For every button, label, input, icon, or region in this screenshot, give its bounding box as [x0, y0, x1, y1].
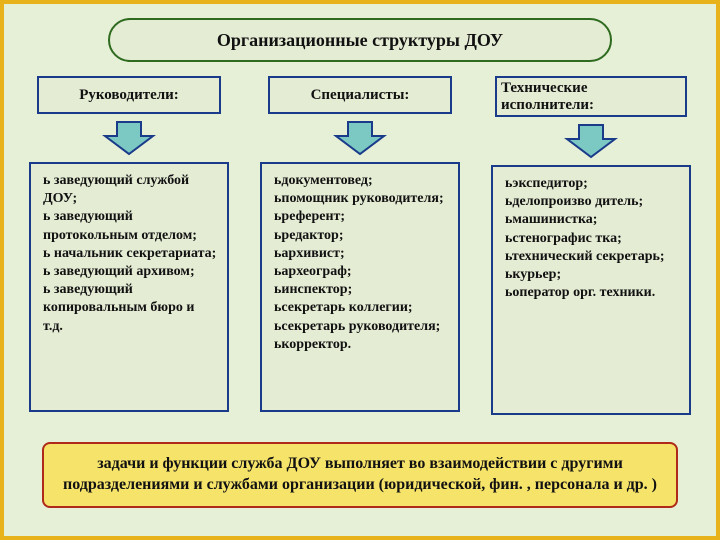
page: Организационные структуры ДОУ Руководите… — [0, 0, 720, 540]
list-item: ьдокументовед; — [274, 172, 448, 190]
list-item: ькурьер; — [505, 266, 679, 284]
list-item: ьархеограф; — [274, 263, 448, 281]
columns-container: Руководители: ь заведующий службой ДОУ; … — [24, 76, 696, 415]
footer-note: задачи и функции служба ДОУ выполняет во… — [42, 442, 678, 508]
list-item: ь заведующий архивом; — [43, 263, 217, 281]
list-item: ь заведующий копировальным бюро и т.д. — [43, 281, 217, 336]
list-item: ь начальник секретариата; — [43, 245, 217, 263]
list-item: ьмашинистка; — [505, 211, 679, 229]
list-item: ьпомощник руководителя; — [274, 190, 448, 208]
list-item: ь заведующий протокольным отделом; — [43, 208, 217, 244]
column-header: Технические исполнители: — [495, 76, 687, 117]
list-item: ьстенографис тка; — [505, 230, 679, 248]
column-technical: Технические исполнители: ьэкспедитор; ьд… — [486, 76, 696, 415]
list-item: ьредактор; — [274, 227, 448, 245]
list-item: ьреферент; — [274, 208, 448, 226]
list-item: ьархивист; — [274, 245, 448, 263]
list-item: ькорректор. — [274, 336, 448, 354]
column-body: ь заведующий службой ДОУ; ь заведующий п… — [29, 162, 229, 412]
column-body: ьдокументовед; ьпомощник руководителя; ь… — [260, 162, 460, 412]
column-body: ьэкспедитор; ьделопроизво дитель; ьмашин… — [491, 165, 691, 415]
list-item: ьсекретарь коллегии; — [274, 299, 448, 317]
arrow-down-icon — [561, 123, 621, 159]
arrow-down-icon — [99, 120, 159, 156]
list-item: ьтехнический секретарь; — [505, 248, 679, 266]
column-header: Специалисты: — [268, 76, 452, 114]
column-leaders: Руководители: ь заведующий службой ДОУ; … — [24, 76, 234, 415]
column-specialists: Специалисты: ьдокументовед; ьпомощник ру… — [255, 76, 465, 415]
column-header: Руководители: — [37, 76, 221, 114]
list-item: ьинспектор; — [274, 281, 448, 299]
list-item: ьоператор орг. техники. — [505, 284, 679, 302]
list-item: ьсекретарь руководителя; — [274, 318, 448, 336]
page-title: Организационные структуры ДОУ — [108, 18, 612, 62]
list-item: ьэкспедитор; — [505, 175, 679, 193]
list-item: ьделопроизво дитель; — [505, 193, 679, 211]
list-item: ь заведующий службой ДОУ; — [43, 172, 217, 208]
arrow-down-icon — [330, 120, 390, 156]
